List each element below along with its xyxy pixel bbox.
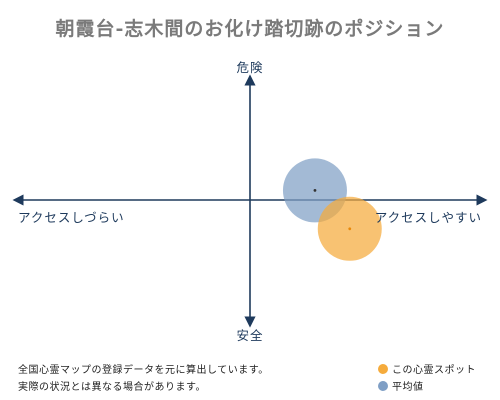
axis-label-left: アクセスしづらい — [18, 210, 125, 225]
point-average-center — [313, 189, 317, 192]
footer-note-line1: 全国心霊マップの登録データを元に算出しています。 — [18, 365, 269, 376]
legend-item-spot: この心霊スポット — [378, 361, 476, 376]
legend-swatch-average — [378, 380, 388, 391]
axis-label-top: 危険 — [236, 60, 263, 75]
footer-note-line2: 実際の状況とは異なる場合があります。 — [18, 382, 206, 393]
legend-swatch-spot — [378, 363, 388, 374]
axis-label-bottom: 安全 — [236, 328, 263, 343]
legend-label-spot: この心霊スポット — [392, 365, 476, 376]
legend-label-average: 平均値 — [392, 382, 424, 393]
axis-label-right: アクセスしやすい — [375, 210, 482, 225]
legend-item-average: 平均値 — [378, 378, 424, 393]
point-this-spot-center — [348, 227, 352, 231]
chart-title: 朝霞台-志木間のお化け踏切跡のポジション — [55, 18, 445, 40]
